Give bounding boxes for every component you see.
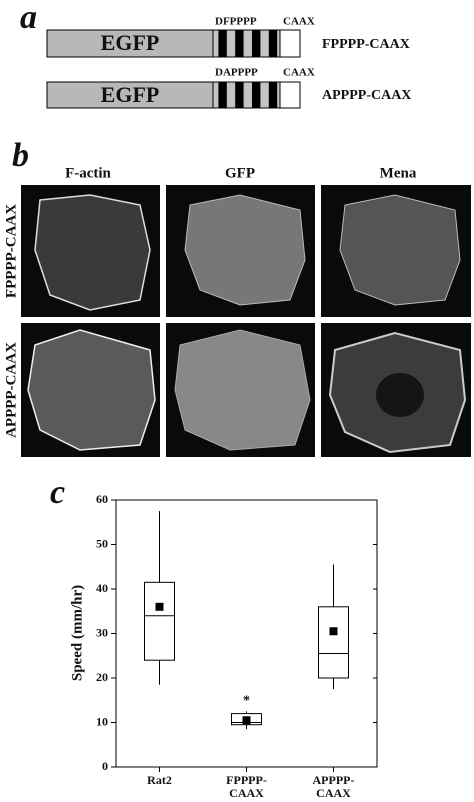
egfp-box bbox=[46, 81, 214, 109]
x-tick-label: FPPPP- bbox=[226, 773, 267, 787]
significance-mark: * bbox=[243, 694, 250, 709]
y-tick-label: 10 bbox=[96, 714, 108, 728]
row-header: FPPPP-CAAX bbox=[3, 204, 19, 298]
box bbox=[231, 713, 262, 726]
x-tick-label: Rat2 bbox=[147, 773, 172, 787]
construct-name: FPPPP-CAAX bbox=[322, 37, 410, 52]
x-tick-label: CAAX bbox=[316, 786, 351, 800]
y-tick-label: 50 bbox=[96, 536, 108, 550]
egfp-label: EGFP bbox=[101, 30, 160, 55]
panel-label: c bbox=[50, 474, 65, 511]
micrograph-grid bbox=[21, 185, 471, 457]
x-tick-label: CAAX bbox=[229, 786, 264, 800]
construct: EGFP DFPPPP CAAX FPPPP-CAAX bbox=[46, 16, 410, 58]
y-tick-label: 60 bbox=[96, 492, 108, 506]
column-header: Mena bbox=[380, 165, 417, 181]
column-header: GFP bbox=[225, 165, 255, 181]
column-header: F-actin bbox=[65, 165, 111, 181]
box bbox=[318, 606, 349, 679]
egfp-box bbox=[46, 29, 214, 58]
mean-marker bbox=[155, 602, 164, 611]
row-header: APPPP-CAAX bbox=[3, 342, 19, 438]
cell bbox=[184, 194, 306, 306]
motif-label: DFPPPP bbox=[215, 16, 257, 28]
y-axis-label: Speed (mm/hr) bbox=[69, 585, 85, 681]
tail-label: CAAX bbox=[283, 67, 315, 79]
cell bbox=[339, 194, 461, 306]
mean-marker bbox=[242, 716, 251, 725]
y-tick-label: 20 bbox=[96, 670, 108, 684]
x-tick-label: APPPP- bbox=[313, 773, 355, 787]
cell bbox=[27, 329, 156, 451]
panel-label: a bbox=[20, 0, 37, 36]
tail-box bbox=[279, 81, 301, 109]
y-tick-label: 40 bbox=[96, 581, 108, 595]
tail-box bbox=[279, 29, 301, 58]
panel-label: b bbox=[12, 137, 29, 174]
mean-marker bbox=[329, 627, 338, 636]
tail-label: CAAX bbox=[283, 16, 315, 28]
y-tick-label: 0 bbox=[102, 759, 108, 773]
cell bbox=[34, 194, 151, 311]
construct: EGFP DAPPPP CAAX APPPP-CAAX bbox=[46, 67, 411, 109]
construct-name: APPPP-CAAX bbox=[322, 88, 411, 103]
box bbox=[144, 581, 175, 661]
cell bbox=[174, 329, 311, 451]
egfp-label: EGFP bbox=[101, 82, 160, 107]
motif-box bbox=[212, 81, 281, 109]
motif-box bbox=[212, 29, 281, 58]
y-tick-label: 30 bbox=[96, 625, 108, 639]
nucleus bbox=[376, 373, 424, 417]
motif-label: DAPPPP bbox=[215, 67, 258, 79]
